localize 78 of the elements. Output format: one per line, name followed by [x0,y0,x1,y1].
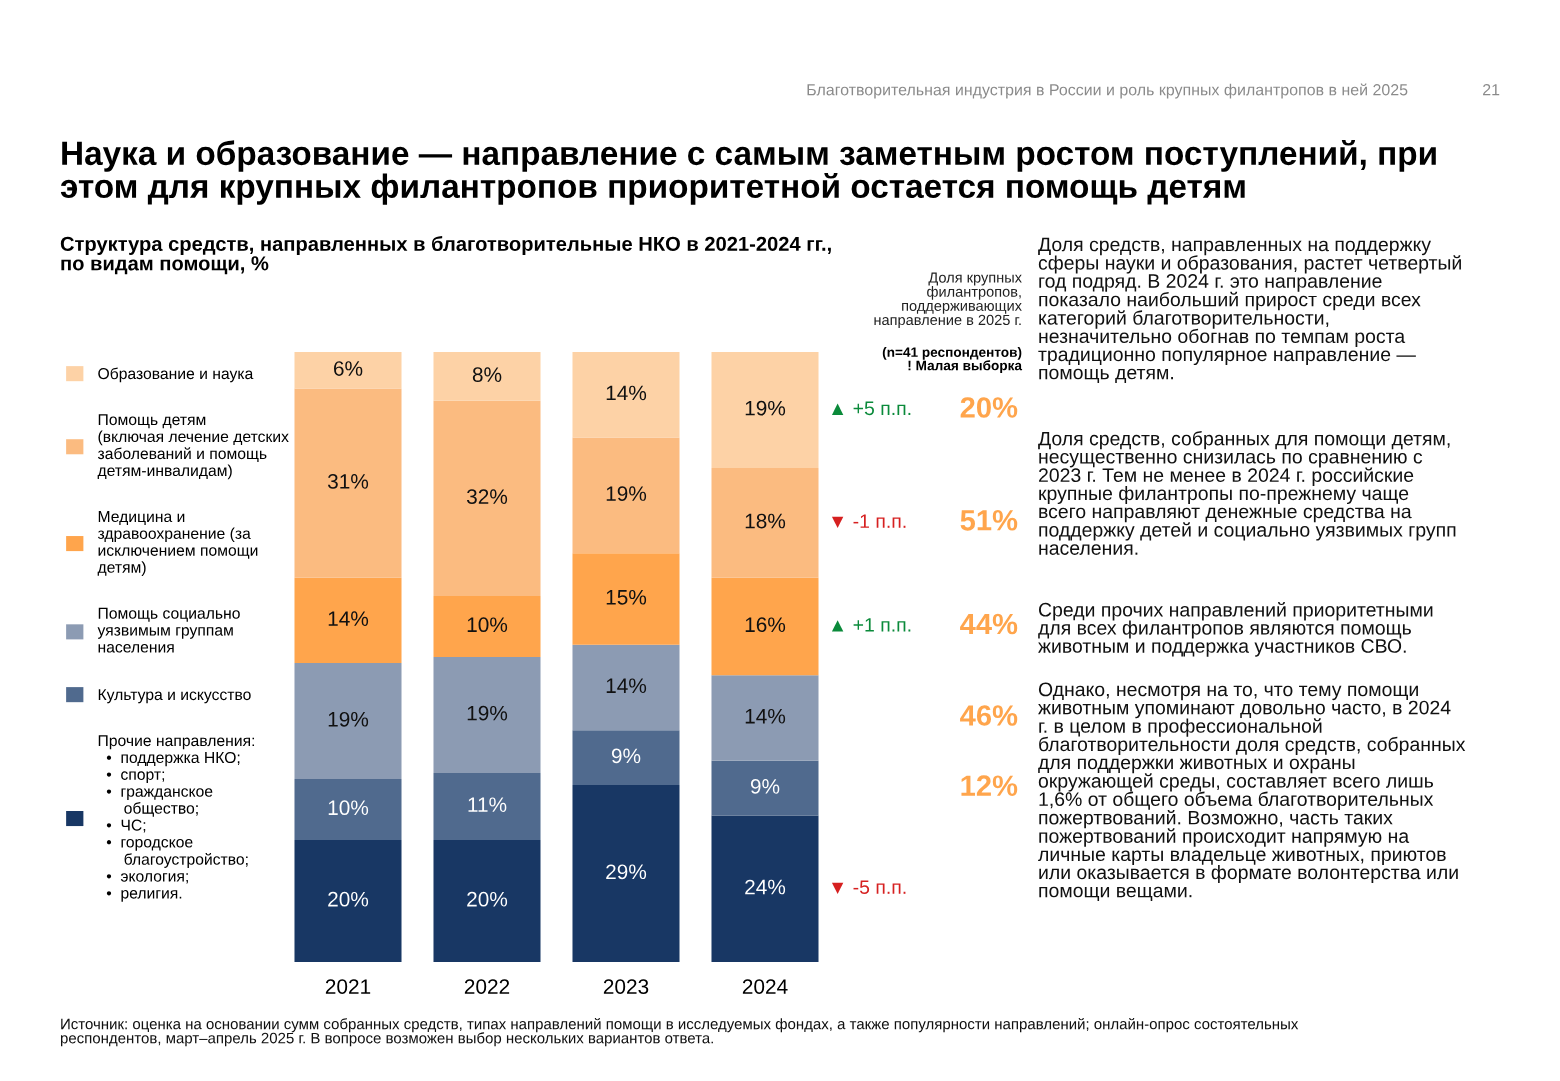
chart-title: Наука и образование — направление с самым заметным ростом поступлений, при этом для крупных филантропов приоритетной остается помощь детям [60,140,1436,205]
text: Источник: оценка на основании сумм собранных средств, типах направлений помощи в исследуемых фондах, а также популярности направлений; онлайн-опрос состоятельных респондентов, март–апрель 2025 г. В вопросе возможен выбор нескольких вариантов ответа. [60,1018,1299,1047]
text: Прочие направления: • поддержка НКО; • спорт; • гражданское общество; • ЧС; • городское благоустройство; • экология; • религия. [98,735,255,902]
text: Среди прочих направлений приоритетными для всех филантропов являются помощь животным и поддержка участников СВО. [1038,602,1433,657]
text: Доля крупных филантропов, поддерживающих направление в 2025 г. [874,272,1022,328]
text: 21 [1483,83,1500,96]
bar [572,352,680,438]
bar [572,437,680,554]
data-label: 20% [328,891,369,907]
bar [572,644,680,731]
bar [572,730,680,786]
data-label: 20% [467,891,508,907]
bar [294,663,402,779]
data-label: 19% [328,711,369,727]
text: Доля средств, собранных для помощи детям, несущественно снизилась по сравнению с 2023 г. Тем не менее в 2024 г. российские крупные филантропы по-прежнему чаще всего направляют денежные средства на поддержку детей и социально уязвимых групп населения. [1038,431,1456,555]
annotation: ▲ +1 п.п. [831,618,911,632]
data-label: 10% [467,617,508,633]
data-label: 9% [611,748,641,764]
text: 20% [960,397,1018,418]
bar [294,577,402,664]
x-tick-label: 2023 [603,979,649,994]
text: (n=41 респондентов) ! Малая выборка [882,347,1023,373]
data-label: 8% [472,367,502,382]
bar [572,553,680,645]
x-tick-label: 2022 [464,979,510,994]
bar [433,352,541,401]
bar [294,840,402,962]
bar [433,596,541,657]
text: Однако, несмотря на то, что тему помощи животным упоминают довольно часто, в 2024 г. в целом в профессиональной благотворительности доля средств, собранных для поддержки животных и охраны окружающей среды, составляет всего лишь 1,6% от общего объема благотворительных пожертвований. Возможно, часть таких пожертвований происходит напрямую на личные карты владельце животных, приютов или оказывается в формате волонтерства или помощи вещами. [1038,682,1466,902]
data-label: 14% [606,385,647,401]
data-label: 19% [606,486,647,501]
bar [711,467,819,578]
annotation: ▼ -1 п.п. [831,514,906,529]
chart-subtitle: Структура средств, направленных в благотворительные НКО в 2021-2024 гг., по видам помощи, % [60,236,831,275]
bar [711,675,819,761]
data-label: 19% [467,705,508,721]
data-label: 32% [466,489,508,504]
legend-label: Помощь социально уязвимым группам населения [97,607,240,653]
data-label: 18% [745,513,786,529]
bar [433,772,541,840]
data-label: 9% [750,778,780,794]
bar [711,760,819,816]
bar [711,577,819,676]
data-label: 6% [334,361,363,376]
text: 12% [961,775,1018,796]
bar [294,388,402,578]
bar [294,779,402,840]
data-label: 29% [606,864,647,880]
bar [433,840,541,962]
data-label: 14% [745,708,786,724]
data-label: 10% [328,800,369,816]
bar [711,352,819,468]
legend-label: Культура и искусство [98,689,251,704]
bar [711,815,819,962]
bar [294,352,402,389]
data-label: 24% [745,879,786,895]
data-label: 16% [745,617,786,633]
annotation: ▲ +5 п.п. [831,401,911,416]
data-label: 14% [606,678,647,694]
data-label: 11% [468,797,507,812]
bar [433,657,541,773]
x-tick-label: 2024 [742,979,788,994]
x-tick-label: 2021 [325,979,371,994]
legend-label: Помощь детям (включая лечение детских заболеваний и помощь детям-инвалидам) [97,414,289,480]
text: Доля средств, направленных на поддержку сферы науки и образования, растет четвертый год подряд. В 2024 г. это направление показало наибольший прирост среди всех категорий благотворительности, незначительно обогнав по темпам роста традиционно популярное направление — помощь детям. [1038,237,1461,384]
data-label: 19% [745,400,786,416]
bar [433,400,541,596]
text: 46% [960,705,1018,726]
text: Благотворительная индустрия в России и роль крупных филантропов в ней 2025 [807,83,1408,99]
legend-label: Образование и наука [98,367,254,383]
text: 51% [960,510,1018,531]
data-label: 15% [606,589,647,605]
legend-label: Медицина и здравоохранение (за исключением помощи детям) [97,511,258,576]
bar [572,785,680,962]
text: 44% [960,613,1018,635]
data-label: 31% [327,473,369,489]
annotation: ▼ -5 п.п. [831,880,906,895]
data-label: 14% [328,611,369,626]
